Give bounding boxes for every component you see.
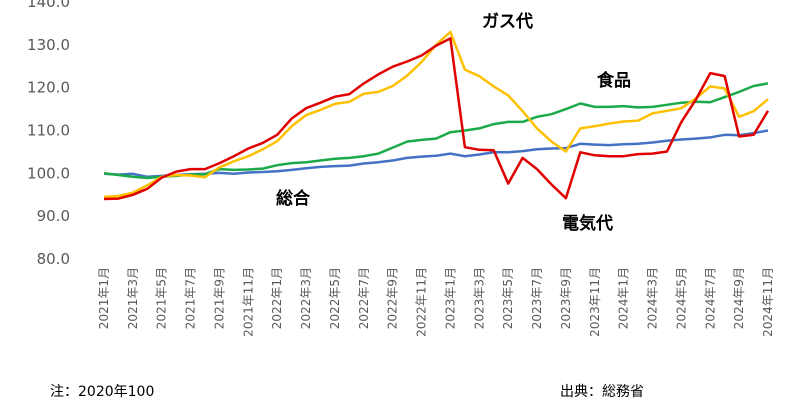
x-tick-label: 2024年1月 [617,267,631,329]
series-label-denkidai: 電気代 [562,213,613,234]
x-tick-label: 2021年5月 [155,267,169,329]
x-tick-label: 2023年11月 [588,267,602,337]
y-tick-label: 80.0 [37,250,70,268]
y-tick-label: 120.0 [27,79,70,97]
x-tick-label: 2021年9月 [212,267,226,329]
series-line-1 [103,82,769,180]
x-tick-label: 2021年7月 [184,267,198,329]
x-tick-label: 2024年3月 [646,267,660,329]
x-tick-label: 2021年11月 [241,267,255,337]
x-tick-label: 2022年11月 [415,267,429,337]
x-tick-label: 2024年5月 [674,267,688,329]
x-tick-label: 2023年5月 [501,267,515,329]
x-tick-label: 2021年3月 [126,267,140,329]
y-tick-label: 140.0 [27,0,70,11]
x-tick-label: 2022年9月 [386,267,400,329]
note-base-year: 注：2020年100 [50,384,155,400]
x-tick-label: 2024年9月 [732,267,746,329]
x-tick-label: 2022年3月 [299,267,313,329]
x-tick-label: 2021年1月 [97,267,111,329]
x-tick-label: 2023年1月 [443,267,457,329]
x-tick-label: 2022年5月 [328,267,342,329]
y-tick-label: 100.0 [27,164,70,182]
x-tick-label: 2023年7月 [530,267,544,329]
series-label-shokuhin: 食品 [597,70,631,91]
x-axis: 2021年1月 2021年3月 2021年5月 2021年7月 2021年9月 2021年… [97,267,775,337]
y-axis: 80.0 90.0 100.0 110.0 120.0 130.0 140.0 [27,0,70,268]
y-tick-label: 130.0 [27,36,70,54]
series-line-3 [103,37,770,201]
y-tick-label: 90.0 [37,207,70,225]
y-tick-label: 110.0 [27,122,70,140]
note-source: 出典：総務省 [560,384,644,400]
x-tick-label: 2022年7月 [357,267,371,329]
x-tick-label: 2022年1月 [270,267,284,329]
series-lines [103,30,770,201]
x-tick-label: 2024年11月 [761,267,775,337]
x-tick-label: 2023年3月 [472,267,486,329]
series-label-gasudai: ガス代 [482,11,533,32]
series-line-0 [103,129,769,179]
series-line-2 [103,30,769,199]
x-tick-label: 2023年9月 [559,267,573,329]
x-tick-label: 2024年7月 [703,267,717,329]
series-label-sogo: 総合 [276,188,311,209]
series-labels: 総合 食品 ガス代 電気代 [276,11,631,234]
